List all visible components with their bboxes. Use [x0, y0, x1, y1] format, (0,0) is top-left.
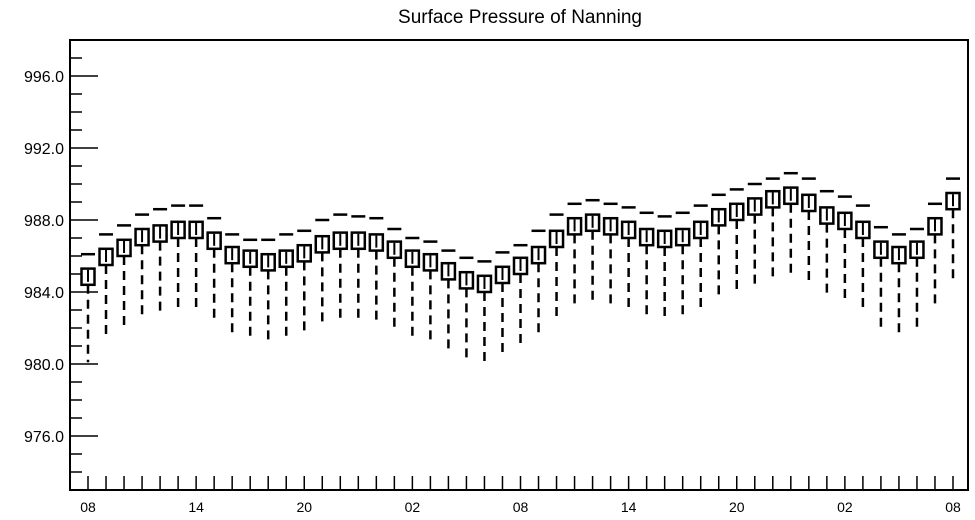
box-item [548, 213, 565, 319]
box-item [729, 188, 745, 292]
chart-title: Surface Pressure of Nanning [398, 7, 642, 28]
y-tick-label: 996.0 [24, 69, 64, 86]
y-tick-label: 980.0 [24, 357, 64, 374]
x-tick-label: 14 [188, 499, 204, 515]
y-tick-label: 984.0 [24, 285, 64, 302]
box-item [584, 198, 601, 303]
box-item [296, 229, 312, 334]
x-tick-label: 02 [405, 499, 421, 515]
x-tick-label: 02 [837, 499, 853, 515]
box-item [440, 249, 457, 352]
box-item [224, 233, 240, 336]
box-item [134, 213, 150, 319]
box-item [332, 213, 349, 321]
box-item [368, 216, 385, 323]
box-item [116, 224, 132, 328]
box-item [476, 260, 493, 364]
x-axis: 08 14 20 02 08 14 20 02 08 [80, 476, 961, 515]
box-item [530, 229, 547, 336]
box-item [260, 238, 276, 343]
box-item [620, 206, 637, 310]
box-item [170, 204, 186, 310]
box-series [80, 171, 961, 364]
box-item [909, 227, 925, 330]
y-tick-label: 976.0 [24, 429, 64, 446]
box-item [152, 207, 168, 314]
box-item [386, 227, 403, 330]
box-item [602, 202, 619, 307]
box-item [98, 233, 114, 337]
box-item [819, 189, 835, 296]
box-item [638, 211, 655, 318]
box-item [855, 204, 871, 310]
box-item [314, 218, 331, 325]
box-item [783, 171, 799, 276]
box-item [242, 238, 258, 339]
box-item [801, 177, 817, 283]
x-tick-label: 14 [621, 499, 637, 515]
box-item [350, 215, 367, 321]
box-item [927, 202, 943, 307]
plot-frame [69, 39, 969, 491]
box-item [494, 251, 511, 355]
box-item [837, 195, 853, 301]
box-item [656, 215, 673, 319]
box-item [80, 252, 96, 363]
box-item [566, 202, 583, 307]
x-tick-label: 20 [729, 499, 745, 515]
box-item [206, 216, 222, 321]
box-item [458, 256, 475, 361]
x-tick-label: 08 [945, 499, 961, 515]
y-tick-label: 988.0 [24, 213, 64, 230]
box-item [188, 204, 204, 310]
box-item [512, 243, 529, 346]
box-item [891, 233, 907, 336]
x-tick-label: 20 [296, 499, 312, 515]
box-item [422, 240, 439, 343]
x-tick-label: 08 [513, 499, 529, 515]
x-tick-label: 08 [80, 499, 96, 515]
box-item [873, 225, 889, 330]
box-item [710, 193, 727, 298]
box-item [945, 177, 961, 282]
box-item [747, 182, 763, 287]
box-item [765, 177, 781, 280]
y-axis: 976.0 980.0 984.0 988.0 992.0 996.0 [24, 39, 98, 491]
box-item [692, 204, 709, 310]
box-item [278, 233, 294, 339]
box-item [674, 211, 691, 318]
box-item [404, 236, 421, 339]
y-tick-label: 992.0 [24, 141, 64, 158]
